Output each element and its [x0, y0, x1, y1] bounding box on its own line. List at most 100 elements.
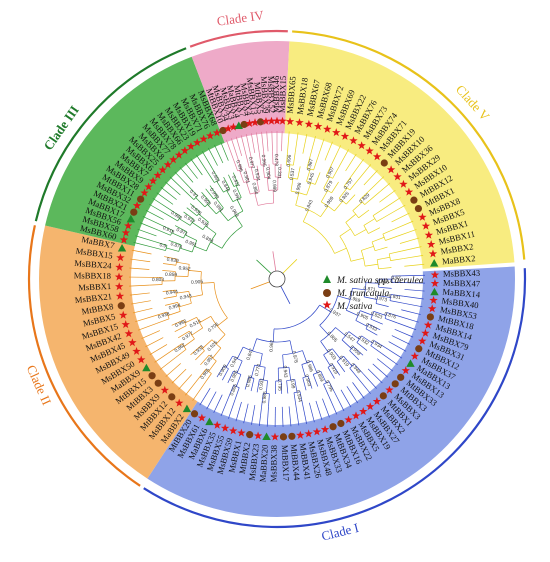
clade-sector	[147, 266, 515, 517]
terminal-branch	[266, 406, 269, 427]
bootstrap-value: 0.874	[170, 241, 184, 250]
legend-item-truncatula: M. truncatula	[323, 289, 389, 299]
sativa-marker	[421, 221, 431, 230]
bootstrap-value: 0.859	[165, 272, 178, 278]
bootstrap-value: 0.996	[295, 182, 304, 195]
root-node	[268, 270, 286, 288]
internal-branch	[251, 365, 255, 378]
bootstrap-value: 0.876	[384, 311, 398, 321]
terminal-branch	[404, 282, 425, 284]
bootstrap-value: 0.931	[388, 293, 401, 301]
terminal-branch	[192, 383, 205, 401]
internal-branch	[334, 200, 344, 212]
internal-branch	[191, 222, 204, 230]
sativa-marker	[320, 425, 330, 434]
terminal-branch	[402, 302, 423, 308]
clade-stem	[250, 281, 270, 290]
caerulea-marker	[234, 121, 243, 130]
bootstrap-value: 0.999	[271, 180, 278, 193]
caerulea-marker	[142, 363, 151, 372]
internal-branch	[374, 246, 388, 252]
terminal-branch	[149, 344, 168, 355]
bootstrap-value: 0.903	[303, 374, 312, 388]
terminal-branch	[379, 189, 396, 203]
internal-branch	[235, 185, 242, 198]
bootstrap-value: 0.957	[203, 354, 215, 367]
bootstrap-value: 0.943	[179, 293, 192, 301]
internal-branch	[348, 331, 360, 340]
truncatula-marker	[397, 373, 405, 381]
bootstrap-value: 0.986	[245, 374, 254, 387]
internal-branch	[250, 153, 254, 167]
internal-branch	[197, 369, 207, 380]
bootstrap-value: 0.869	[314, 369, 324, 383]
bootstrap-value: 0.884	[250, 182, 259, 195]
truncatula-marker	[148, 372, 156, 380]
internal-branch	[353, 346, 364, 356]
truncatula-marker	[240, 120, 248, 129]
leaf-label: MsBBX40	[441, 295, 479, 310]
internal-branch	[306, 168, 311, 182]
terminal-branch	[369, 176, 385, 191]
internal-branch	[160, 224, 173, 231]
terminal-branch	[281, 131, 283, 152]
clade-title: Clade III	[40, 103, 82, 153]
bootstrap-value: 0.537	[289, 167, 297, 180]
bootstrap-value: 0.938	[157, 311, 171, 321]
internal-branch	[320, 341, 329, 353]
internal-branch	[262, 164, 265, 178]
internal-branch	[201, 191, 211, 203]
clade-arc	[143, 268, 527, 529]
terminal-branch	[397, 229, 417, 237]
bootstrap-value: 0.934	[370, 339, 384, 351]
bootstrap-value: 0.774	[254, 363, 262, 376]
terminal-branch	[346, 386, 359, 404]
internal-branch	[268, 164, 271, 178]
bootstrap-value: 0.9	[159, 242, 167, 250]
sativa-marker	[404, 187, 414, 196]
bootstrap-value: 0.847	[246, 347, 256, 361]
terminal-branch	[266, 131, 269, 152]
clade-sector	[39, 225, 198, 479]
internal-branch	[156, 318, 170, 324]
terminal-branch	[391, 212, 410, 223]
terminal-branch	[137, 228, 157, 237]
sativa-marker	[351, 411, 361, 420]
bootstrap-value: 0.934	[253, 168, 261, 181]
terminal-branch	[357, 164, 372, 181]
terminal-branch	[362, 373, 377, 389]
sativa-marker	[430, 279, 440, 287]
internal-branch	[184, 316, 197, 324]
internal-branch	[323, 176, 330, 189]
sativa-marker	[148, 176, 158, 185]
leaf-label: MsBBX38	[268, 445, 278, 482]
sativa-marker	[285, 117, 295, 126]
internal-branch	[215, 197, 224, 209]
internal-branch	[377, 256, 390, 261]
bootstrap-value: 0.981	[241, 171, 250, 185]
truncatula-marker	[190, 410, 199, 418]
bootstrap-value: 0.478	[273, 154, 279, 166]
sativa-marker	[428, 249, 438, 258]
terminal-branch	[403, 255, 424, 259]
internal-branch	[167, 311, 181, 316]
internal-branch	[299, 391, 303, 405]
internal-branch	[378, 286, 392, 289]
terminal-branch	[199, 387, 211, 406]
internal-branch	[259, 353, 263, 367]
truncatula-marker	[337, 419, 345, 428]
truncatula-marker	[279, 433, 288, 441]
internal-branch	[378, 267, 392, 270]
internal-branch	[323, 384, 330, 397]
sativa-marker	[295, 118, 304, 127]
leaf-label: MtBBX5	[252, 81, 265, 114]
bootstrap-value: 0.907	[325, 166, 336, 180]
internal-branch	[183, 338, 195, 347]
sativa-marker	[237, 428, 246, 437]
internal-branch	[377, 295, 391, 298]
internal-branch	[354, 363, 364, 374]
internal-branch	[328, 381, 336, 394]
terminal-branch	[340, 389, 352, 408]
terminal-branch	[281, 406, 284, 427]
bootstrap-value: 0.829	[358, 192, 371, 205]
